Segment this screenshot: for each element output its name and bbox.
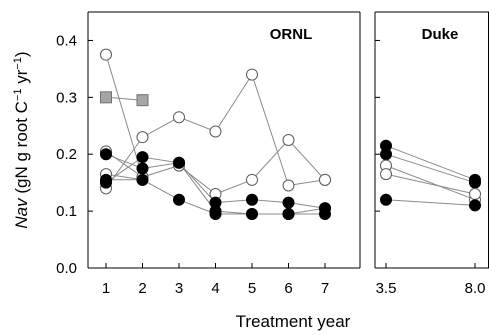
y-title-units: ) [12,51,31,57]
data-point-filled [100,148,112,161]
series-line [385,153,476,184]
data-point-filled [173,193,185,206]
y-title-superscript: −1 [12,89,24,102]
y-title-units: (gN g root C [12,101,31,198]
data-point-square [136,94,149,107]
data-point-filled [136,173,149,186]
data-point-filled [246,193,258,206]
panel-title: Duke [422,26,459,43]
x-tick-label: 1 [102,280,110,297]
panel-duke: 3.5 8.0 Duke [374,11,489,297]
y-tick-label: 0.2 [56,146,77,163]
data-point-filled [173,156,185,169]
x-tick-label: 3.5 [376,280,397,297]
series-line [385,165,476,201]
data-point-filled [380,148,392,161]
data-point-open [209,125,222,138]
data-point-filled [319,202,331,215]
x-tick-label: 2 [138,280,146,297]
y-tick-label: 0.1 [56,203,77,220]
data-point-open [319,173,331,186]
data-point-filled [246,207,258,220]
series-line [105,96,143,101]
data-point-filled [469,176,481,189]
data-point-open [469,188,481,201]
data-point-square [100,91,112,104]
data-point-open [100,48,112,61]
x-tick-label: 5 [248,280,256,297]
data-point-filled [469,199,481,212]
data-point-filled [282,196,295,209]
data-point-filled [136,162,149,175]
y-axis-title: Nav (gN g root C−1 yr−1) [12,51,31,228]
y-title-superscript: −1 [12,57,24,70]
data-point-filled [282,207,295,220]
x-tick-label: 3 [175,280,183,297]
data-point-open [246,68,258,81]
series-line [385,173,476,195]
x-axis-title: Treatment year [236,312,351,331]
data-point-open [173,111,185,124]
y-tick-label: 0.4 [56,32,77,49]
series-line [385,199,476,206]
x-tick-label: 4 [211,280,219,297]
data-point-open [246,173,258,186]
data-point-open [136,131,149,144]
data-point-filled [209,207,222,220]
data-point-open [380,168,392,181]
x-tick-label: 7 [321,280,329,297]
y-title-variable: Nav [12,197,31,229]
y-tick-label: 0.3 [56,89,77,106]
data-point-open [282,179,295,192]
data-point-filled [136,151,149,164]
panel-title: ORNL [270,26,313,43]
data-point-filled [100,173,112,186]
series-line [105,173,143,181]
y-axis-title-text: Nav (gN g root C−1 yr−1) [12,51,31,228]
y-tick-label: 0.0 [56,260,77,277]
panel-ornl: 0.0 0.1 0.2 0.3 0.4 1 2 3 4 5 6 7 ORNL [56,11,361,297]
series-line [385,145,476,181]
y-title-units: yr [12,69,31,88]
data-point-open [282,134,295,146]
series-line [105,150,143,178]
x-tick-label: 8.0 [465,280,486,297]
x-tick-label: 6 [284,280,292,297]
data-point-filled [380,193,392,206]
